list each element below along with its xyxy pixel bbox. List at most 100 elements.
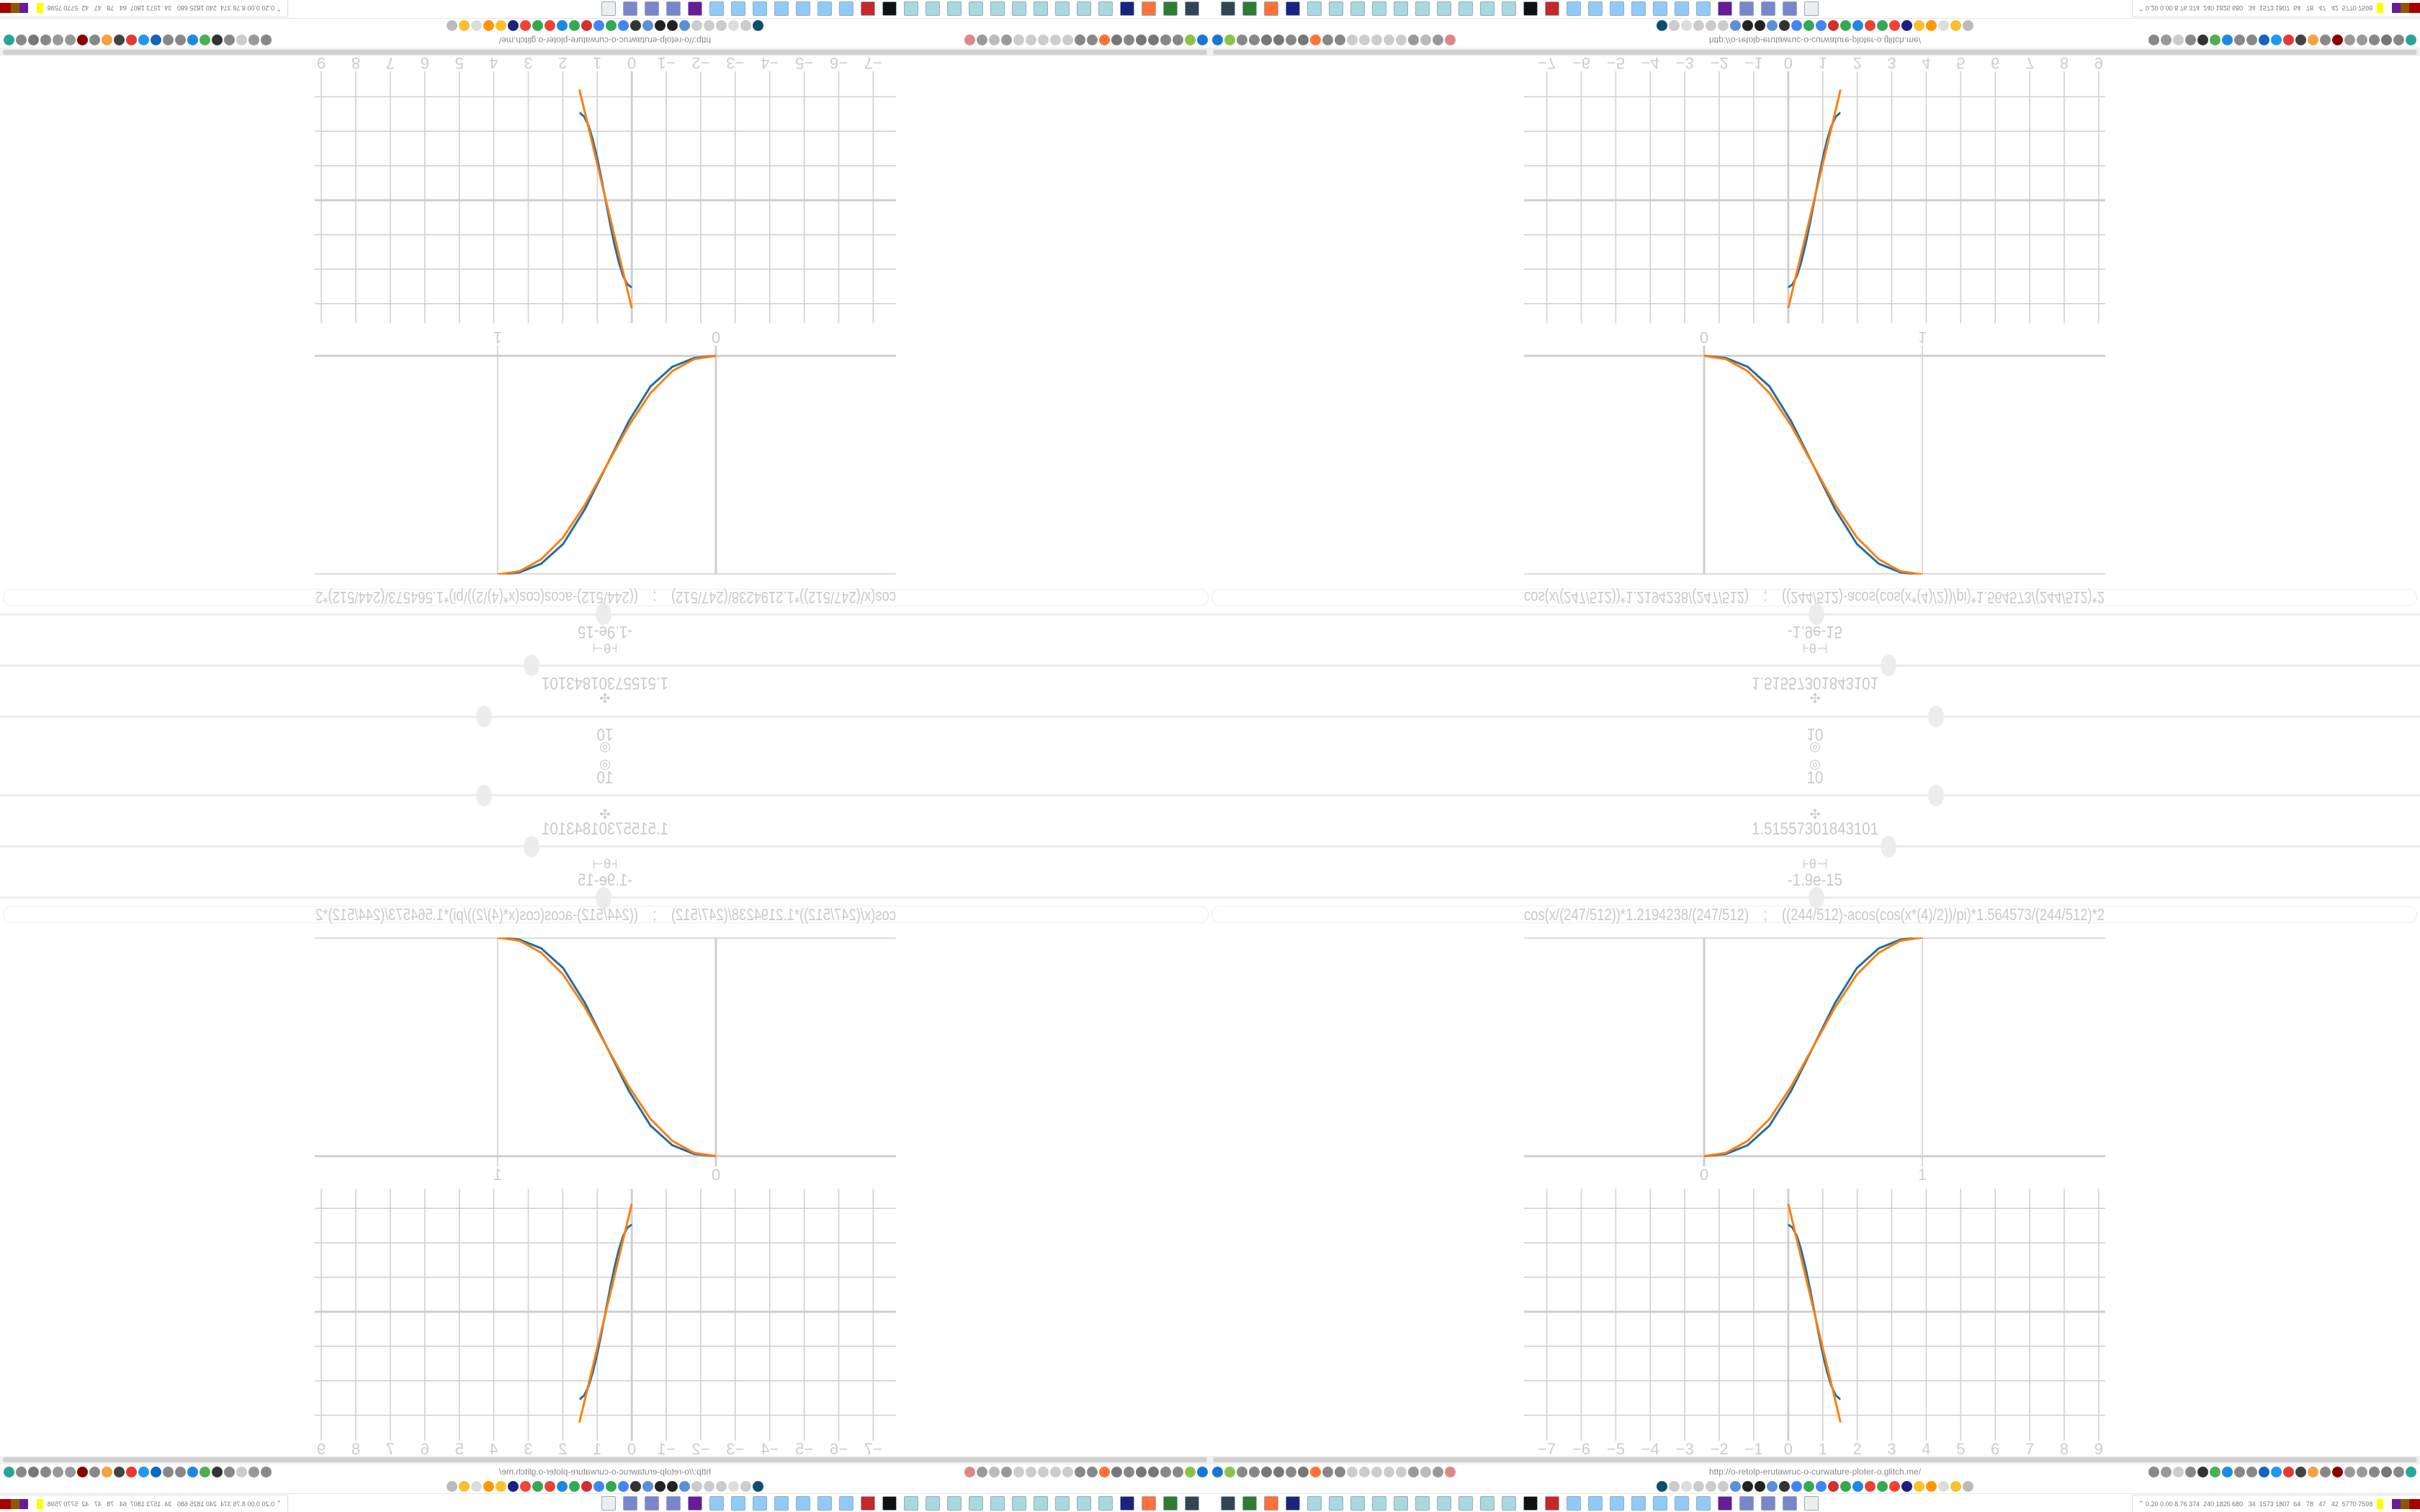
globe-icon[interactable] — [2357, 35, 2367, 45]
notepad-icon[interactable] — [1098, 1496, 1113, 1511]
slider-3-handle[interactable] — [1808, 887, 1824, 909]
folder-icon[interactable] — [1001, 1467, 1012, 1477]
calculator-icon[interactable] — [1696, 1, 1711, 16]
globe-icon[interactable] — [1173, 35, 1183, 45]
bookmark-icon[interactable] — [557, 1480, 568, 1492]
scrollbar-thumb[interactable] — [3, 50, 1207, 55]
folder-icon[interactable] — [666, 1, 681, 16]
google-icon[interactable] — [1816, 1480, 1827, 1492]
inkscape-icon[interactable] — [1523, 1496, 1538, 1511]
google-icon[interactable] — [1840, 1480, 1851, 1492]
dot-icon[interactable] — [1371, 1467, 1382, 1477]
firefox-icon[interactable] — [1264, 1496, 1278, 1511]
mute-icon[interactable] — [740, 1480, 751, 1492]
bookmark-icon[interactable] — [679, 20, 690, 32]
bookmark-icon[interactable] — [1828, 1480, 1839, 1492]
dot-icon[interactable] — [1396, 35, 1407, 45]
star-icon[interactable] — [248, 1467, 259, 1477]
mute-icon[interactable] — [1693, 20, 1704, 32]
dot-icon[interactable] — [1062, 1467, 1073, 1477]
shield-icon[interactable] — [1433, 1467, 1443, 1477]
formula-input[interactable]: cos(x/(247/512))*1.2194238/(247/512) ; (… — [3, 905, 1209, 924]
mute-icon[interactable] — [1693, 1480, 1704, 1492]
yandex-icon[interactable] — [1889, 1480, 1900, 1492]
cc-icon[interactable] — [728, 20, 739, 32]
slider-1-handle[interactable] — [476, 785, 492, 806]
ublock-icon[interactable] — [2259, 35, 2269, 45]
wrench-icon[interactable] — [28, 35, 39, 45]
notepad-icon[interactable] — [947, 1, 962, 16]
back-arrow-icon[interactable] — [989, 1467, 1000, 1477]
status-dot-icon[interactable] — [4, 35, 14, 45]
terminal-icon[interactable] — [1242, 1, 1257, 16]
notepad-icon[interactable] — [1307, 1, 1322, 16]
wrench-icon[interactable] — [1111, 35, 1122, 45]
calculator-icon[interactable] — [817, 1496, 832, 1511]
arc-icon[interactable] — [1148, 1467, 1159, 1477]
puzzle-icon[interactable] — [2369, 1467, 2380, 1477]
app-icon[interactable] — [1718, 1496, 1732, 1511]
museum-icon[interactable] — [1779, 1480, 1790, 1492]
app-icon[interactable] — [1804, 1496, 1819, 1511]
cc-icon[interactable] — [1938, 20, 1949, 32]
upload-icon[interactable] — [138, 1467, 149, 1477]
shield-icon[interactable] — [977, 35, 987, 45]
bookmark-icon[interactable] — [753, 20, 763, 32]
a-badge-icon[interactable] — [2222, 35, 2233, 45]
slider-2[interactable] — [1210, 665, 2420, 667]
translate-icon[interactable] — [261, 35, 272, 45]
app-icon[interactable] — [688, 1, 702, 16]
sun-icon[interactable] — [483, 1480, 494, 1492]
floppy-icon[interactable] — [1286, 1, 1300, 16]
slider-2-handle[interactable] — [523, 654, 539, 676]
terminal-icon[interactable] — [1163, 1496, 1178, 1511]
notepad-icon[interactable] — [1502, 1, 1516, 16]
wrench-icon[interactable] — [2381, 1467, 2392, 1477]
notepad-icon[interactable] — [947, 1496, 962, 1511]
google-icon[interactable] — [1803, 1480, 1814, 1492]
slider-1[interactable] — [1210, 716, 2420, 718]
hourglass-icon[interactable] — [1963, 20, 1973, 32]
mute-icon[interactable] — [740, 20, 751, 32]
globe-icon[interactable] — [102, 35, 112, 45]
notepad-icon[interactable] — [1437, 1496, 1451, 1511]
translate-icon[interactable] — [1791, 20, 1802, 32]
dot-icon[interactable] — [1371, 35, 1382, 45]
notepad-icon[interactable] — [1480, 1, 1494, 16]
globe-icon[interactable] — [2357, 1467, 2367, 1477]
jd-icon[interactable] — [77, 35, 88, 45]
google-icon[interactable] — [606, 20, 617, 32]
calculator-icon[interactable] — [731, 1, 745, 16]
puzzle-icon[interactable] — [40, 1467, 51, 1477]
yandex-icon[interactable] — [520, 20, 531, 32]
dot-icon[interactable] — [1013, 1467, 1024, 1477]
notepad-icon[interactable] — [1502, 1496, 1516, 1511]
globe-icon[interactable] — [1237, 35, 1247, 45]
calculator-icon[interactable] — [1631, 1496, 1646, 1511]
bookmark-icon[interactable] — [581, 20, 592, 32]
arc-icon[interactable] — [1273, 1467, 1284, 1477]
forward-icon[interactable] — [236, 1467, 247, 1477]
firefox-icon[interactable] — [1310, 1467, 1321, 1477]
wikipedia-icon[interactable] — [667, 1480, 678, 1492]
folder-icon[interactable] — [1408, 35, 1419, 45]
globe-icon[interactable] — [1335, 1467, 1345, 1477]
jd-icon[interactable] — [2332, 35, 2343, 45]
bookmark-icon[interactable] — [1852, 20, 1863, 32]
calculator-icon[interactable] — [1675, 1496, 1689, 1511]
calculator-icon[interactable] — [1610, 1, 1624, 16]
scrollbar-thumb[interactable] — [1213, 1457, 2417, 1462]
star-icon[interactable] — [2161, 35, 2172, 45]
globe-icon[interactable] — [1075, 1467, 1085, 1477]
firefox-icon[interactable] — [1310, 35, 1321, 45]
bookmark-icon[interactable] — [1730, 20, 1741, 32]
funnel-icon[interactable] — [1212, 1467, 1223, 1477]
dot-icon[interactable] — [1038, 1467, 1049, 1477]
google-icon[interactable] — [1865, 20, 1876, 32]
google-icon[interactable] — [1840, 20, 1851, 32]
grid-icon[interactable] — [1901, 20, 1912, 32]
wikipedia-icon[interactable] — [1742, 20, 1753, 32]
globe-icon[interactable] — [1286, 1467, 1296, 1477]
slider-2-handle[interactable] — [523, 836, 539, 858]
bookmark-icon[interactable] — [1754, 20, 1765, 32]
